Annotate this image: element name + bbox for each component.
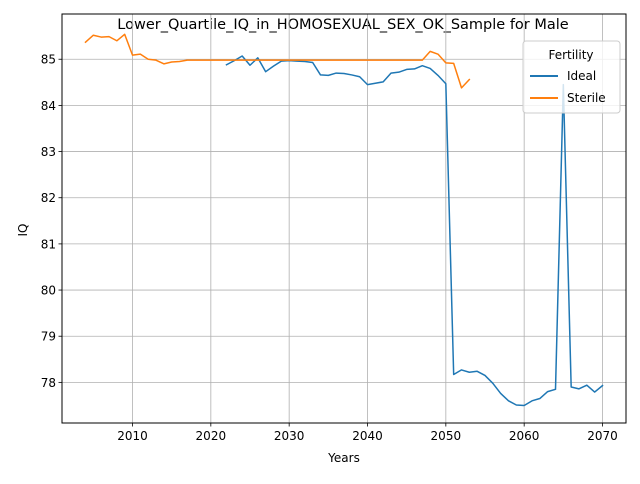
y-tick-label: 84: [41, 99, 56, 113]
x-tick-label: 2020: [196, 429, 227, 443]
y-tick-label: 82: [41, 191, 56, 205]
x-axis-ticks: 2010 2020 2030 2040 2050 2060 2070: [117, 423, 618, 443]
legend-label-ideal: Ideal: [567, 69, 596, 83]
y-axis-label: IQ: [16, 224, 30, 237]
x-tick-label: 2070: [587, 429, 618, 443]
legend-label-sterile: Sterile: [567, 91, 606, 105]
y-tick-label: 83: [41, 145, 56, 159]
grid-lines: [62, 14, 626, 423]
x-tick-label: 2030: [274, 429, 305, 443]
y-axis-ticks: 78 79 80 81 82 83 84 85: [41, 53, 62, 390]
y-tick-label: 78: [41, 376, 56, 390]
legend: Fertility Ideal Sterile: [522, 40, 621, 114]
x-tick-label: 2040: [352, 429, 383, 443]
chart-title: Lower_Quartile_IQ_in_HOMOSEXUAL_SEX_OK_S…: [117, 17, 569, 33]
legend-title: Fertility: [548, 48, 593, 62]
x-tick-label: 2060: [509, 429, 540, 443]
y-tick-label: 85: [41, 53, 56, 67]
series-lines: [84, 33, 604, 407]
y-tick-label: 81: [41, 237, 56, 251]
y-tick-label: 80: [41, 284, 56, 298]
x-tick-label: 2050: [431, 429, 462, 443]
series-line-sterile: [84, 33, 471, 89]
x-tick-label: 2010: [117, 429, 148, 443]
plot-frame: [61, 13, 627, 424]
legend-box: [522, 40, 621, 114]
x-axis-label: Years: [327, 451, 360, 465]
y-tick-label: 79: [41, 330, 56, 344]
